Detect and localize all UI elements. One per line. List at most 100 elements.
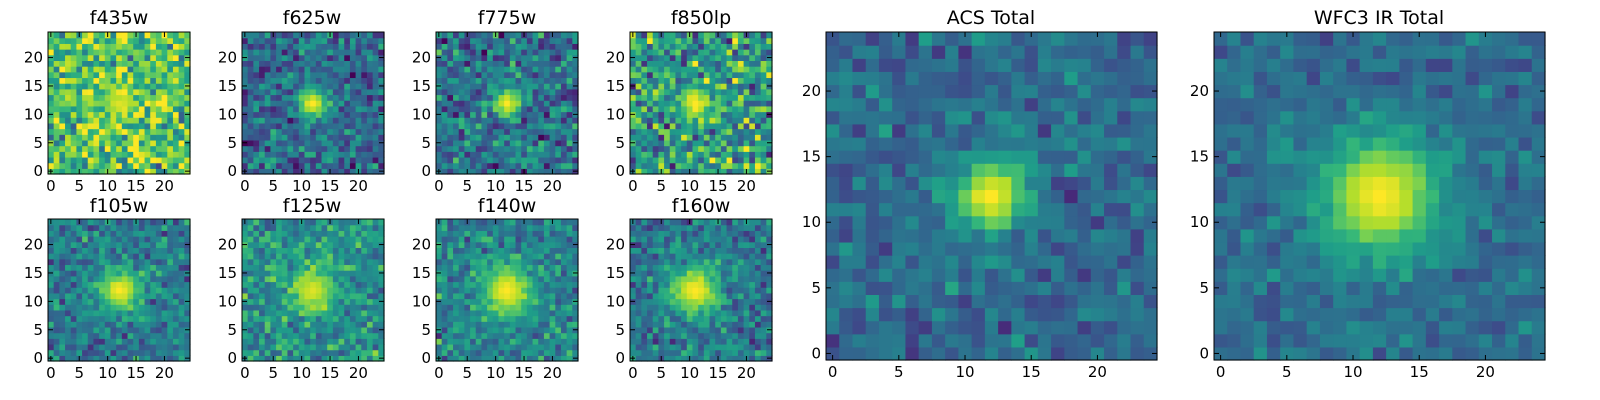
- heatmap-cell: [184, 162, 191, 169]
- heatmap-cell: [572, 122, 579, 130]
- heatmap-cell: [436, 224, 443, 231]
- heatmap-cell: [110, 83, 117, 90]
- heatmap-cell: [133, 309, 140, 317]
- heatmap-cell: [127, 332, 134, 339]
- heatmap-cell: [453, 66, 460, 73]
- heatmap-cell: [475, 43, 483, 50]
- heatmap-cell: [178, 32, 185, 39]
- heatmap-cell: [760, 349, 767, 356]
- heatmap-cell: [59, 224, 66, 231]
- heatmap-cell: [470, 122, 477, 130]
- heatmap-cell: [749, 338, 756, 345]
- heatmap-cell: [242, 88, 249, 96]
- heatmap-cell: [766, 128, 773, 135]
- heatmap-cell: [760, 287, 767, 294]
- heatmap-cell: [178, 236, 185, 243]
- heatmap-cell: [641, 304, 648, 311]
- heatmap-cell: [509, 49, 517, 56]
- heatmap-cell: [82, 111, 89, 118]
- heatmap-cell: [144, 94, 151, 101]
- heatmap-cell: [264, 236, 271, 243]
- heatmap-cell: [715, 343, 722, 351]
- heatmap-cell: [167, 264, 174, 271]
- heatmap-cell: [572, 230, 579, 237]
- heatmap-cell: [315, 321, 323, 328]
- heatmap-cell: [87, 258, 95, 266]
- heatmap-cell: [276, 122, 283, 130]
- heatmap-cell: [378, 66, 385, 73]
- heatmap-cell: [133, 156, 140, 164]
- heatmap-cell: [532, 128, 539, 135]
- heatmap-cell: [70, 145, 77, 152]
- heatmap-cell: [726, 139, 733, 147]
- heatmap-cell: [99, 162, 106, 169]
- heatmap-cell: [332, 298, 340, 305]
- heatmap-cell: [116, 298, 123, 305]
- heatmap-cell: [737, 43, 745, 50]
- heatmap-cell: [276, 168, 283, 175]
- heatmap-cell: [521, 247, 528, 254]
- heatmap-cell: [48, 281, 55, 288]
- heatmap-cell: [121, 230, 129, 237]
- heatmap-cell: [276, 66, 283, 73]
- heatmap-cell: [509, 139, 517, 147]
- heatmap-cell: [681, 66, 688, 73]
- heatmap-cell: [378, 264, 385, 271]
- heatmap-cell: [543, 54, 551, 61]
- heatmap-cell: [349, 270, 357, 277]
- heatmap-cell: [509, 287, 517, 294]
- heatmap-cell: [732, 117, 739, 124]
- heatmap-cell: [515, 253, 522, 260]
- heatmap-cell: [264, 71, 271, 79]
- heatmap-cell: [521, 111, 528, 118]
- heatmap-cell: [760, 111, 767, 118]
- heatmap-cell: [82, 270, 89, 277]
- heatmap-cell: [749, 105, 756, 113]
- heatmap-cell: [703, 83, 711, 90]
- heatmap-cell: [138, 247, 146, 254]
- heatmap-cell: [641, 77, 648, 84]
- heatmap-cell: [59, 111, 66, 118]
- heatmap-cell: [167, 105, 174, 113]
- heatmap-cell: [509, 230, 517, 237]
- heatmap-cell: [321, 94, 328, 101]
- heatmap-cell: [321, 253, 328, 260]
- heatmap-cell: [48, 77, 55, 84]
- heatmap-cell: [703, 139, 711, 147]
- heatmap-cell: [116, 105, 123, 113]
- heatmap-cell: [504, 43, 511, 50]
- heatmap-cell: [59, 326, 66, 334]
- heatmap-cell: [766, 49, 773, 56]
- heatmap-cell: [298, 258, 306, 266]
- heatmap-cell: [332, 247, 340, 254]
- heatmap-cell: [538, 247, 545, 254]
- heatmap-cell: [93, 168, 100, 175]
- heatmap-cell: [104, 287, 112, 294]
- heatmap-cell: [93, 117, 100, 124]
- heatmap-cell: [698, 145, 705, 152]
- heatmap-cell: [178, 355, 185, 362]
- heatmap-cell: [355, 151, 362, 158]
- heatmap-cell: [138, 88, 146, 96]
- heatmap-cell: [53, 139, 60, 147]
- heatmap-cell: [281, 100, 289, 107]
- heatmap-cell: [184, 281, 191, 288]
- heatmap-cell: [464, 156, 471, 164]
- heatmap-cell: [372, 343, 379, 351]
- heatmap-cell: [737, 145, 745, 152]
- heatmap-cell: [458, 275, 465, 283]
- heatmap-cell: [349, 32, 357, 39]
- heatmap-cell: [509, 253, 517, 260]
- heatmap-cell: [532, 355, 539, 362]
- heatmap-cell: [686, 275, 694, 283]
- heatmap-cell: [652, 49, 659, 56]
- heatmap-cell: [749, 88, 756, 96]
- heatmap-cell: [247, 122, 254, 130]
- heatmap-cell: [475, 94, 483, 101]
- heatmap-cell: [144, 66, 151, 73]
- heatmap-cell: [681, 54, 688, 61]
- heatmap-cell: [635, 111, 642, 118]
- heatmap-cell: [253, 71, 260, 79]
- heatmap-cell: [521, 304, 528, 311]
- heatmap-cell: [315, 32, 323, 39]
